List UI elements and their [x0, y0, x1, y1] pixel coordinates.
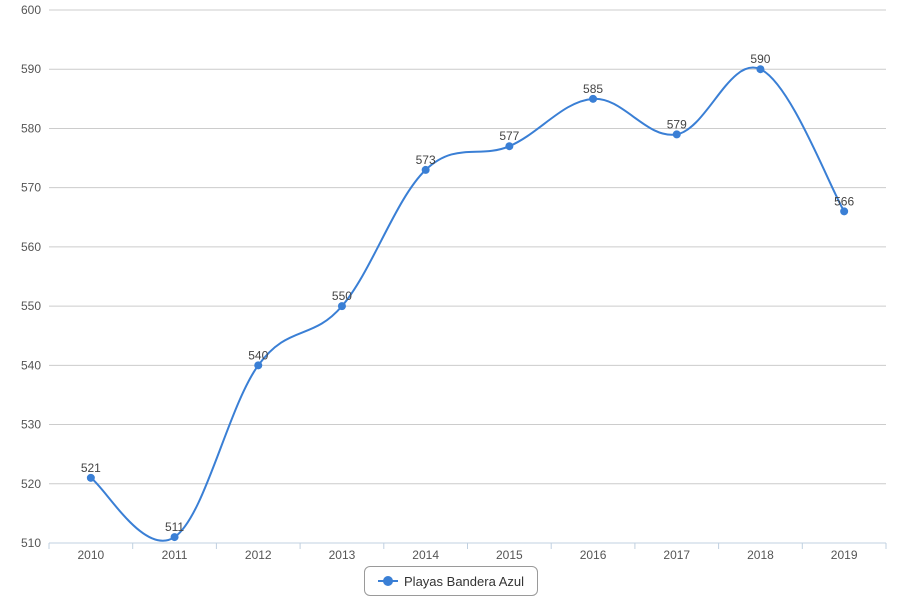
data-label: 540 — [248, 348, 268, 362]
y-tick-label: 550 — [21, 299, 41, 313]
x-tick-label: 2015 — [496, 548, 523, 562]
y-tick-label: 570 — [21, 181, 41, 195]
data-label: 577 — [499, 129, 519, 143]
data-point — [337, 302, 346, 311]
data-label: 511 — [165, 520, 184, 534]
data-point — [86, 473, 95, 482]
y-tick-label: 520 — [21, 477, 41, 491]
line-chart: 510 520 530 540 550 560 570 580 590 600 2010 2011 20… — [21, 3, 887, 562]
data-point — [170, 533, 179, 542]
y-tick-label: 580 — [21, 121, 41, 135]
x-tick-label: 2017 — [663, 548, 690, 562]
y-tick-label: 540 — [21, 358, 41, 372]
data-point — [505, 142, 514, 151]
y-tick-label: 530 — [21, 418, 41, 432]
data-point — [756, 65, 765, 74]
y-tick-label: 510 — [21, 536, 41, 550]
x-tick-label: 2013 — [329, 548, 356, 562]
x-tick-label: 2019 — [831, 548, 858, 562]
data-point — [254, 361, 263, 370]
x-tick-label: 2012 — [245, 548, 272, 562]
legend[interactable]: Playas Bandera Azul — [364, 566, 538, 596]
y-tick-label: 600 — [21, 3, 41, 17]
data-point — [840, 207, 849, 216]
x-tick-label: 2010 — [77, 548, 104, 562]
x-tick-label: 2018 — [747, 548, 774, 562]
data-label: 573 — [416, 153, 436, 167]
data-point — [672, 130, 681, 139]
data-label: 579 — [667, 117, 687, 131]
legend-marker-icon — [378, 576, 399, 586]
y-tick-label: 590 — [21, 62, 41, 76]
data-label: 550 — [332, 289, 352, 303]
data-point — [421, 165, 430, 174]
y-tick-label: 560 — [21, 240, 41, 254]
x-tick-label: 2016 — [580, 548, 607, 562]
x-tick-label: 2011 — [162, 548, 188, 562]
data-label: 585 — [583, 82, 603, 96]
data-point — [589, 94, 598, 103]
series-line — [90, 66, 846, 542]
data-label: 590 — [750, 52, 770, 66]
data-label: 521 — [81, 461, 101, 475]
legend-label: Playas Bandera Azul — [404, 573, 524, 589]
x-tick-label: 2014 — [412, 548, 439, 562]
data-label: 566 — [834, 194, 854, 208]
